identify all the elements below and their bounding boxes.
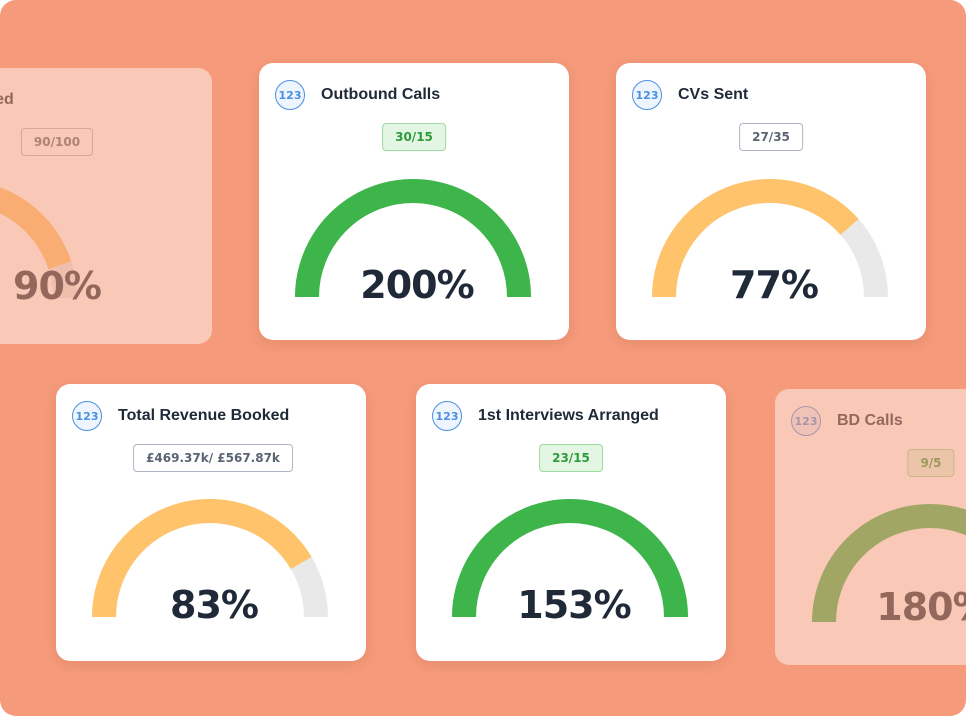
number-metric-icon: 123 xyxy=(275,80,305,110)
kpi-card-bd-calls[interactable]: 123 BD Calls 9/5 180% xyxy=(775,389,966,665)
number-metric-icon: 123 xyxy=(632,80,662,110)
number-metric-icon: 123 xyxy=(432,401,462,431)
card-title: BD Calls xyxy=(837,412,903,429)
gauge-fill xyxy=(812,504,966,623)
percent-value: 200% xyxy=(360,263,474,307)
gauge-track xyxy=(0,187,77,299)
gauge xyxy=(0,187,77,299)
gauge xyxy=(295,179,531,298)
target-chip: 30/15 xyxy=(382,123,446,151)
target-chip: 90/100 xyxy=(20,128,94,156)
target-chip: 9/5 xyxy=(907,449,955,477)
card-title: Added xyxy=(0,91,14,108)
card-title: Total Revenue Booked xyxy=(118,407,290,424)
card-title: 1st Interviews Arranged xyxy=(478,407,659,424)
kpi-card-first-interviews-arranged[interactable]: 123 1st Interviews Arranged 23/15 153% xyxy=(416,384,726,661)
percent-value: 153% xyxy=(517,583,631,627)
gauge-fill xyxy=(452,499,688,618)
kpi-card-total-revenue-booked[interactable]: 123 Total Revenue Booked £469.37k/ £567.… xyxy=(56,384,366,661)
target-chip: 23/15 xyxy=(539,444,603,472)
card-title: Outbound Calls xyxy=(321,86,441,103)
card-title: CVs Sent xyxy=(678,86,749,103)
target-chip: 27/35 xyxy=(739,123,803,151)
percent-value: 83% xyxy=(170,583,259,627)
percent-value: 90% xyxy=(13,264,102,308)
percent-value: 180% xyxy=(876,585,966,629)
gauge xyxy=(652,179,888,298)
target-chip: £469.37k/ £567.87k xyxy=(133,444,293,472)
gauge-fill xyxy=(652,179,859,298)
kpi-card-outbound-calls[interactable]: 123 Outbound Calls 30/15 200% xyxy=(259,63,569,340)
percent-value: 77% xyxy=(730,263,819,307)
number-metric-icon: 123 xyxy=(791,406,821,436)
gauge xyxy=(452,499,688,618)
gauge-fill xyxy=(0,187,72,270)
kpi-card-added[interactable]: Added 90/100 90% xyxy=(0,68,212,344)
gauge xyxy=(812,504,966,623)
number-metric-icon: 123 xyxy=(72,401,102,431)
gauge-fill xyxy=(295,179,531,298)
kpi-card-cvs-sent[interactable]: 123 CVs Sent 27/35 77% xyxy=(616,63,926,340)
gauge-track xyxy=(812,504,966,623)
gauge-fill xyxy=(92,499,312,618)
gauge xyxy=(92,499,328,618)
